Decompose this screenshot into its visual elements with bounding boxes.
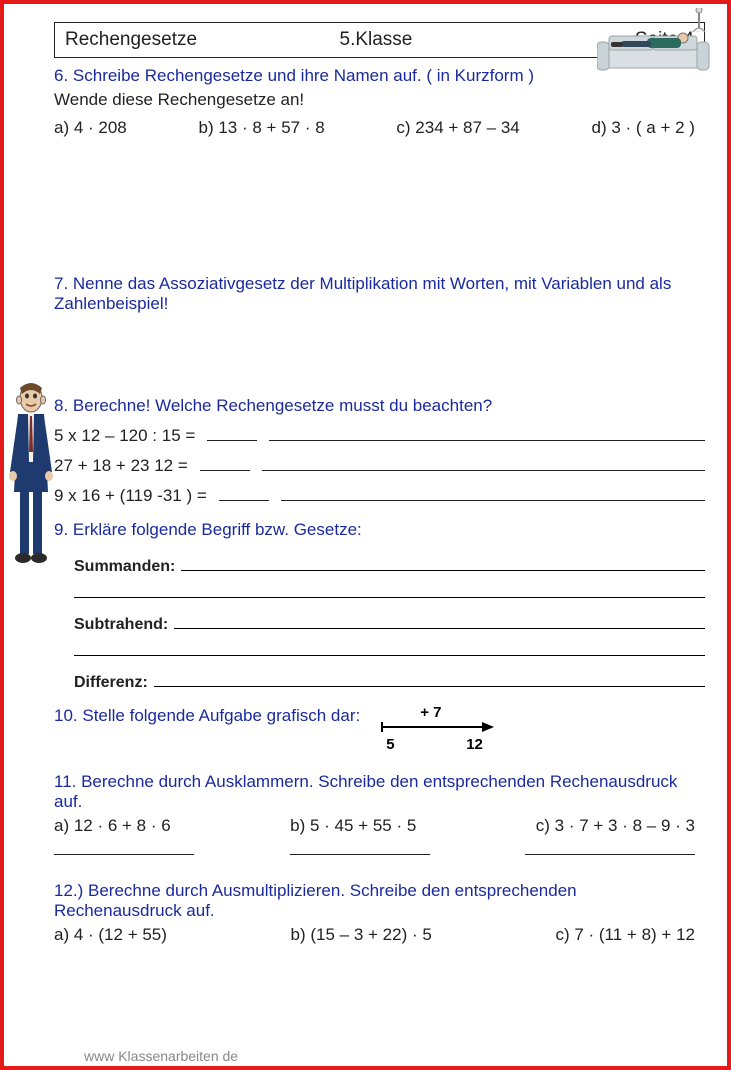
q8-e1-lhs: 5 x 12 – 120 : 15 =: [54, 426, 195, 446]
blank: [54, 854, 194, 855]
q9-t1-label: Summanden:: [74, 558, 175, 576]
blank: [219, 500, 269, 501]
q9-t3: Differenz:: [74, 674, 705, 692]
q10-n5: 5: [386, 736, 394, 753]
q6-sub: Wende diese Rechengesetze an!: [54, 90, 705, 110]
q11-blanks: [54, 854, 705, 855]
q9-t3-label: Differenz:: [74, 674, 148, 692]
header-center: 5.Klasse: [340, 29, 413, 51]
q12-c: c) 7 · (11 + 8) + 12: [555, 925, 695, 945]
q6-c: c) 234 + 87 – 34: [396, 118, 519, 138]
q12-a: a) 4 · (12 + 55): [54, 925, 167, 945]
q6-b: b) 13 · 8 + 57 · 8: [199, 118, 325, 138]
blank: [174, 628, 705, 629]
worksheet-page: Rechengesetze 5.Klasse Seite 4 6. Schrei…: [0, 0, 731, 1070]
blank: [262, 470, 705, 471]
q10-diagram: + 7 5 12: [378, 706, 548, 754]
teacher-illustration: [6, 382, 56, 572]
q6-items: a) 4 · 208 b) 13 · 8 + 57 · 8 c) 234 + 8…: [54, 118, 705, 138]
q6-a: a) 4 · 208: [54, 118, 127, 138]
blank: [269, 440, 705, 441]
q9-t2-label: Subtrahend:: [74, 616, 168, 634]
content: Rechengesetze 5.Klasse Seite 4 6. Schrei…: [54, 22, 705, 945]
q8-e3-lhs: 9 x 16 + (119 -31 ) =: [54, 486, 207, 506]
q8-e3: 9 x 16 + (119 -31 ) =: [54, 486, 705, 506]
blank: [154, 686, 705, 687]
blank: [525, 854, 695, 855]
header-left: Rechengesetze: [65, 29, 197, 51]
q11-b: b) 5 · 45 + 55 · 5: [290, 816, 416, 836]
q6-d: d) 3 · ( a + 2 ): [592, 118, 695, 138]
q8-e2: 27 + 18 + 23 12 =: [54, 456, 705, 476]
q9-t1: Summanden:: [74, 558, 705, 576]
q8-e2-lhs: 27 + 18 + 23 12 =: [54, 456, 188, 476]
q10-plus: + 7: [420, 704, 441, 721]
q11-items: a) 12 · 6 + 8 · 6 b) 5 · 45 + 55 · 5 c) …: [54, 816, 705, 836]
footer-url: www Klassenarbeiten de: [84, 1048, 238, 1064]
q10-title: 10. Stelle folgende Aufgabe grafisch dar…: [54, 706, 360, 726]
q10-n12: 12: [466, 736, 483, 753]
q11-c: c) 3 · 7 + 3 · 8 – 9 · 3: [536, 816, 695, 836]
q9-t2: Subtrahend:: [74, 616, 705, 634]
blank: [181, 570, 705, 571]
blank: [207, 440, 257, 441]
couch-illustration: [597, 8, 717, 78]
q11-title: 11. Berechne durch Ausklammern. Schreibe…: [54, 772, 705, 812]
q12-b: b) (15 – 3 + 22) · 5: [291, 925, 432, 945]
q12-title: 12.) Berechne durch Ausmultiplizieren. S…: [54, 881, 705, 921]
q9-title: 9. Erkläre folgende Begriff bzw. Gesetze…: [54, 520, 705, 540]
q7-title: 7. Nenne das Assoziativgesetz der Multip…: [54, 274, 705, 314]
blank: [200, 470, 250, 471]
blank: [74, 580, 705, 598]
blank: [281, 500, 705, 501]
q12-items: a) 4 · (12 + 55) b) (15 – 3 + 22) · 5 c)…: [54, 925, 705, 945]
blank: [74, 638, 705, 656]
blank: [290, 854, 430, 855]
q8-e1: 5 x 12 – 120 : 15 =: [54, 426, 705, 446]
q8-title: 8. Berechne! Welche Rechengesetze musst …: [54, 396, 705, 416]
q10: 10. Stelle folgende Aufgabe grafisch dar…: [54, 706, 705, 754]
q11-a: a) 12 · 6 + 8 · 6: [54, 816, 171, 836]
